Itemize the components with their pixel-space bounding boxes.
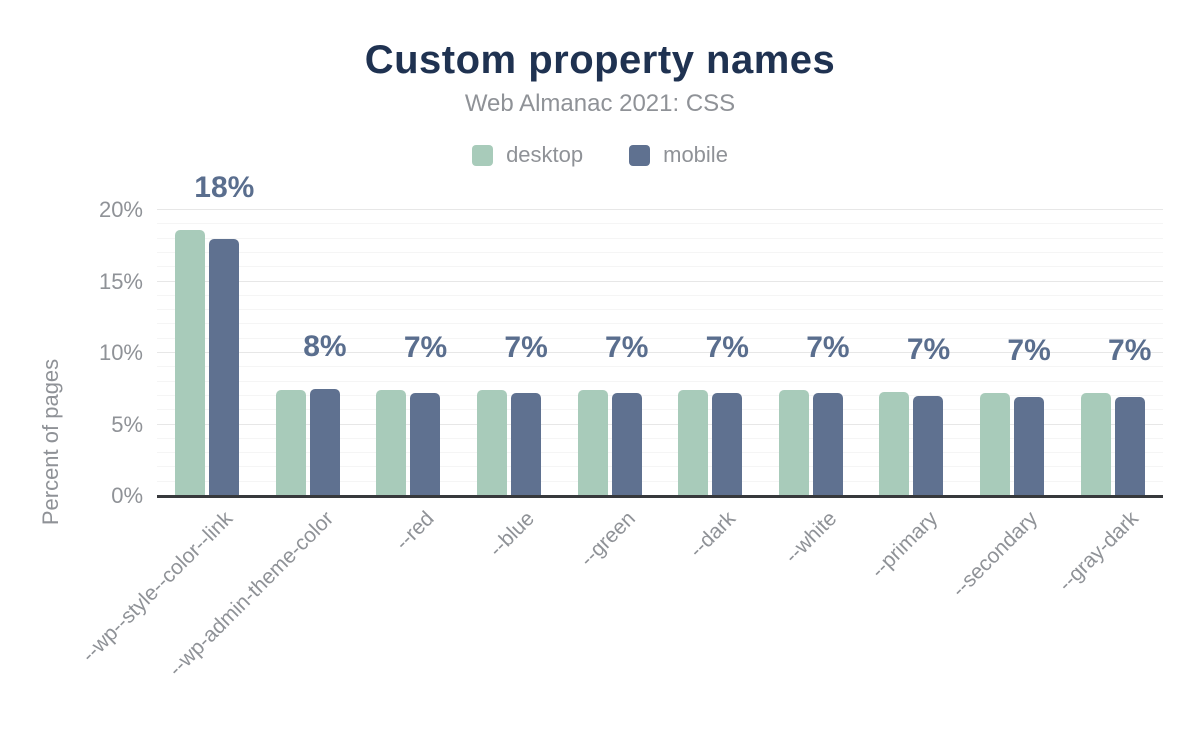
gridline xyxy=(157,209,1163,210)
gridline xyxy=(157,480,1163,482)
bar-desktop xyxy=(376,390,407,496)
chart-subtitle: Web Almanac 2021: CSS xyxy=(464,90,736,117)
gridline xyxy=(157,423,1163,425)
bar-desktop xyxy=(175,230,206,496)
value-label: 7% xyxy=(1108,334,1152,368)
x-tick-label: --white xyxy=(780,507,842,568)
x-tick-label: --wp-admin-theme-color xyxy=(164,507,339,681)
value-label: 7% xyxy=(906,332,951,366)
mobile-swatch-icon xyxy=(629,144,651,166)
bar-desktop xyxy=(477,390,508,496)
bar-group-secondary xyxy=(962,210,1063,496)
gridline xyxy=(157,223,1163,225)
gridline xyxy=(157,266,1163,268)
legend-label-desktop: desktop xyxy=(506,142,584,167)
bar-desktop xyxy=(577,390,608,496)
bar-group-white xyxy=(761,210,862,496)
value-label: 7% xyxy=(806,331,850,365)
value-label: 8% xyxy=(303,329,347,363)
x-tick-label: --gray-dark xyxy=(1054,507,1143,596)
bar-group-blue xyxy=(459,210,560,496)
gridline xyxy=(157,280,1163,282)
value-label: 7% xyxy=(403,331,448,365)
bar-group-dark xyxy=(660,210,761,496)
x-tick-label: --secondary xyxy=(947,507,1043,602)
bar-mobile xyxy=(511,393,542,496)
legend-label-mobile: mobile xyxy=(663,142,728,167)
y-tick-label: 5% xyxy=(111,411,143,437)
plot-area xyxy=(157,209,1163,496)
gridline xyxy=(157,466,1163,468)
gridline xyxy=(157,352,1163,353)
gridline xyxy=(157,409,1163,411)
y-tick-label: 0% xyxy=(111,483,143,508)
bar-group-wp-style-color-link xyxy=(157,210,258,496)
gridline xyxy=(157,437,1163,439)
bar-group-primary xyxy=(861,210,962,496)
y-tick-label: 10% xyxy=(98,340,143,365)
bar-mobile xyxy=(812,393,843,496)
bar-group-red xyxy=(358,210,459,496)
y-tick-label: 15% xyxy=(98,268,143,294)
x-tick-label: --primary xyxy=(866,507,942,583)
legend-item-mobile[interactable]: mobile xyxy=(629,142,728,168)
gridline xyxy=(157,380,1163,382)
bar-group-gray-dark xyxy=(1062,210,1163,496)
bar-mobile xyxy=(309,388,340,496)
legend-item-desktop[interactable]: desktop xyxy=(472,142,583,168)
bar-mobile xyxy=(1114,397,1145,496)
gridline xyxy=(157,309,1163,311)
bar-desktop xyxy=(778,390,809,496)
bar-mobile xyxy=(410,393,441,496)
gridline xyxy=(157,366,1163,368)
bar-mobile xyxy=(712,393,743,496)
desktop-swatch-icon xyxy=(472,144,494,166)
bar-desktop xyxy=(879,391,910,496)
chart-title: Custom property names xyxy=(364,38,836,82)
bar-group-green xyxy=(559,210,660,496)
value-label: 7% xyxy=(605,331,649,365)
gridline xyxy=(157,294,1163,296)
bar-desktop xyxy=(980,393,1011,496)
bar-desktop xyxy=(678,390,709,496)
gridline xyxy=(157,452,1163,454)
value-label: 7% xyxy=(504,331,548,365)
gridline xyxy=(157,337,1163,339)
gridline xyxy=(157,394,1163,396)
value-label: 7% xyxy=(1007,334,1051,368)
bar-mobile xyxy=(611,393,642,496)
bar-mobile xyxy=(1014,397,1045,496)
value-label: 18% xyxy=(194,171,255,205)
x-tick-label: --green xyxy=(575,507,640,572)
bar-group-wp-admin-theme-color xyxy=(258,210,359,496)
bar-desktop xyxy=(1080,393,1111,496)
bar-series xyxy=(157,210,1163,496)
x-axis-line xyxy=(157,495,1163,498)
value-label: 7% xyxy=(705,331,749,365)
x-tick-label: --dark xyxy=(685,507,741,563)
bar-mobile xyxy=(913,395,944,496)
gridline xyxy=(157,323,1163,325)
x-tick-label: --blue xyxy=(485,507,540,562)
x-tick-label: --red xyxy=(391,507,439,555)
gridline xyxy=(157,237,1163,239)
bar-desktop xyxy=(275,390,306,496)
y-tick-label: 20% xyxy=(98,197,143,222)
bar-mobile xyxy=(209,238,240,496)
legend: desktop mobile xyxy=(0,142,1200,168)
gridline xyxy=(157,251,1163,253)
